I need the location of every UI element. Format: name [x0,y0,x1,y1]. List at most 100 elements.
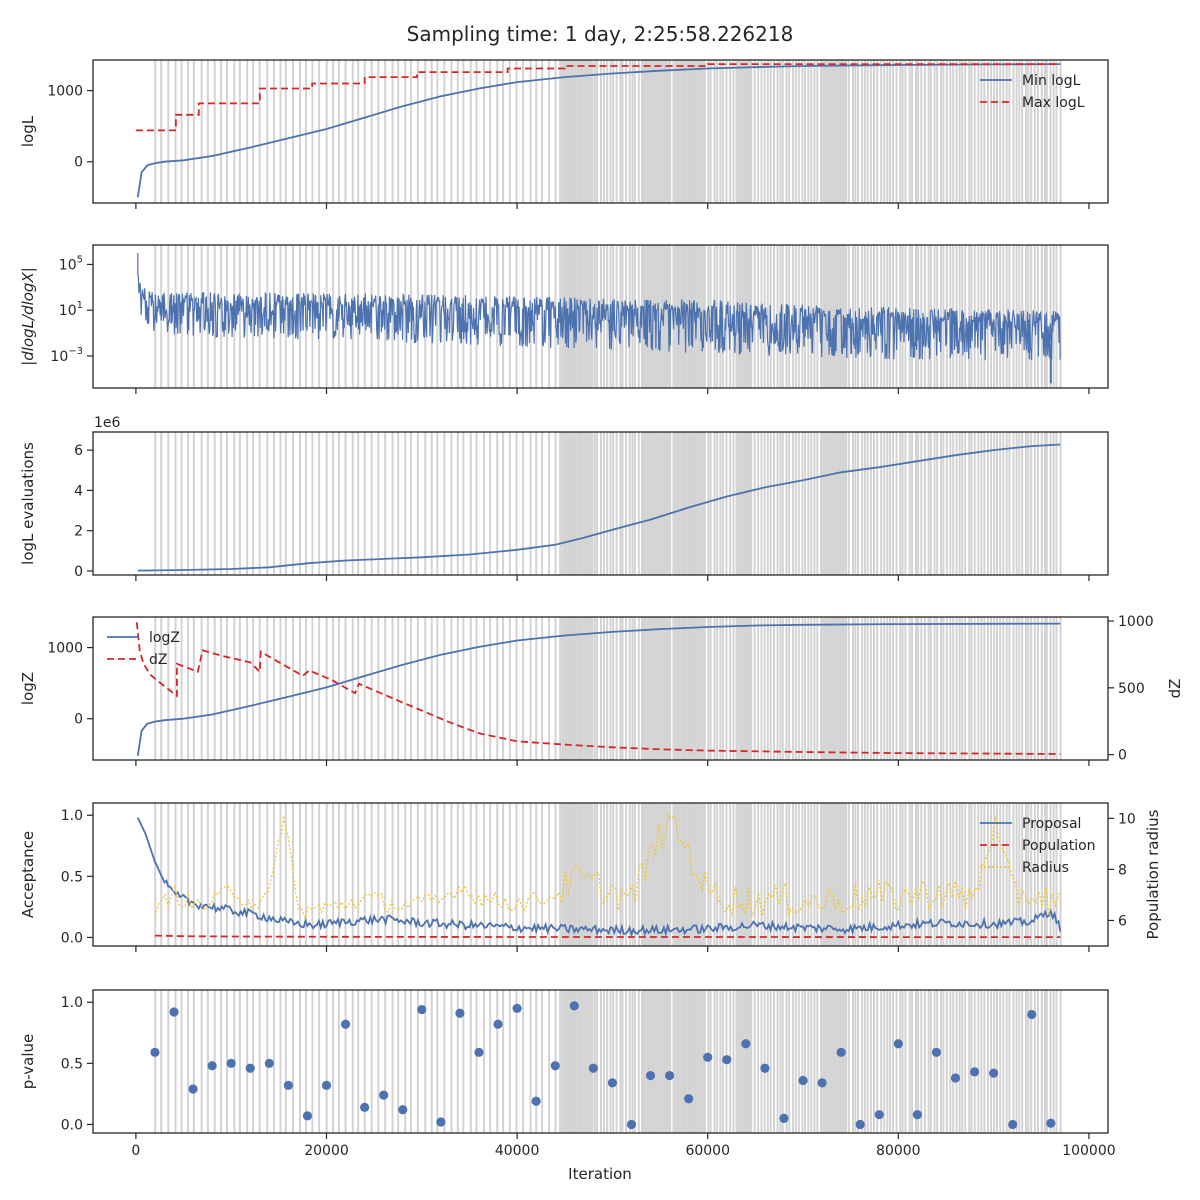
bands [154,432,1062,575]
panel-logL: 0 1000 logL Min logL Max logL [19,59,1109,209]
data-point [779,1113,789,1123]
y-tick-label-right: 500 [1118,681,1145,697]
y-tick-label: 0.5 [61,869,83,885]
y-tick-label: 0.0 [61,1117,83,1133]
data-point [722,1055,732,1065]
x-tick-label: 40000 [495,1143,540,1159]
y-tick-label: 4 [74,483,83,499]
data-point [264,1058,274,1068]
band-block [736,990,751,1133]
y-axis-label-right: dZ [1166,679,1184,699]
data-point [798,1075,808,1086]
data-point [340,1019,351,1029]
y-tick-label-right: 1000 [1118,614,1154,630]
band-block [641,60,670,203]
axes-frame [92,802,1109,947]
band-block [822,803,846,946]
series-dlogl-line [137,253,1061,361]
axes-frame [92,59,1109,204]
data-point [950,1073,961,1083]
data-point [283,1080,293,1090]
band-block [641,617,670,760]
y-tick-label: 6 [74,443,83,459]
band-block [641,990,670,1133]
data-point [512,1003,522,1013]
band-block [674,990,706,1133]
data-point [455,1008,465,1018]
data-point [836,1047,846,1057]
y-tick-label: 2 [74,524,83,540]
legend-label: Population [1022,838,1096,854]
panel-dlogL: 105 101 10−3 |dlogL/dlogX| [19,244,1109,394]
plot-area [150,1001,1056,1130]
data-point [989,1068,999,1078]
data-point [855,1119,865,1130]
series-dz-line [135,622,1061,755]
y-axis-label: logZ [19,672,37,705]
y-axis-label-right: Population radius [1144,809,1162,939]
legend-label: Min logL [1022,73,1081,89]
band-block [561,432,594,575]
data-point [474,1047,484,1057]
band-block [561,990,594,1133]
y-tick-label: 1.0 [61,808,83,824]
y-tick-label: 101 [59,300,83,319]
y-tick-label: 0.0 [61,930,83,946]
y-axis-label: logL evaluations [19,442,37,565]
bands [154,617,1062,760]
band-block [561,60,594,203]
y-tick-label: 105 [59,254,83,273]
plot-area [137,253,1061,384]
data-point [245,1063,255,1073]
legend-label: Proposal [1022,816,1081,832]
axes-frame [92,431,1109,576]
data-point [321,1080,332,1090]
series-population-line [154,934,1061,938]
series-radius-line [154,813,1060,921]
data-point [379,1090,389,1100]
series-logz-line [136,622,1061,756]
y-tick-label: 10−3 [50,346,83,365]
y-tick-label: 1000 [47,641,83,657]
y-tick-label: 0 [74,155,83,171]
y-tick-label-right: 0 [1118,748,1127,764]
series-proposal-line [136,817,1062,938]
data-point [436,1117,446,1127]
data-point [1027,1009,1037,1020]
y-axis-label: Acceptance [19,831,37,918]
band-block [561,617,594,760]
data-point [398,1105,408,1115]
x-axis-label: Iteration [568,1165,632,1183]
data-point [1046,1118,1056,1128]
data-point [150,1047,160,1057]
data-point [417,1004,427,1015]
data-point [874,1110,884,1120]
y-tick-label: 0.5 [61,1056,83,1072]
data-point [626,1119,637,1130]
legend: logZ dZ [107,630,180,668]
y-tick-label: 0 [74,712,83,728]
data-point [817,1078,827,1088]
data-point [703,1052,713,1062]
series-min-logl-line [136,63,1061,198]
panel-evaluations: 0 2 4 6 logL evaluations 1e6 [19,415,1109,581]
suptitle: Sampling time: 1 day, 2:25:58.226218 [407,22,794,46]
plot-area [137,443,1061,572]
bands [154,990,1062,1133]
bands [154,60,1062,203]
band-block [674,60,706,203]
y-axis-label: |dlogL/dlogX| [19,267,37,366]
band-block [674,803,706,946]
y-axis-label: p-value [19,1034,37,1090]
panel-p-value: 0 20000 40000 60000 80000 100000 0.0 0.5 1.0 p-va… [19,989,1116,1159]
band-block [736,432,751,575]
series-max-logl-line [135,63,1061,132]
x-tick-label: 80000 [876,1143,921,1159]
data-point [588,1063,598,1073]
legend: Min logL Max logL [980,73,1085,111]
data-point [684,1094,694,1104]
data-point [169,1007,179,1017]
legend: Proposal Population Radius [980,816,1096,876]
legend-label: dZ [149,652,167,668]
data-point [607,1078,618,1088]
